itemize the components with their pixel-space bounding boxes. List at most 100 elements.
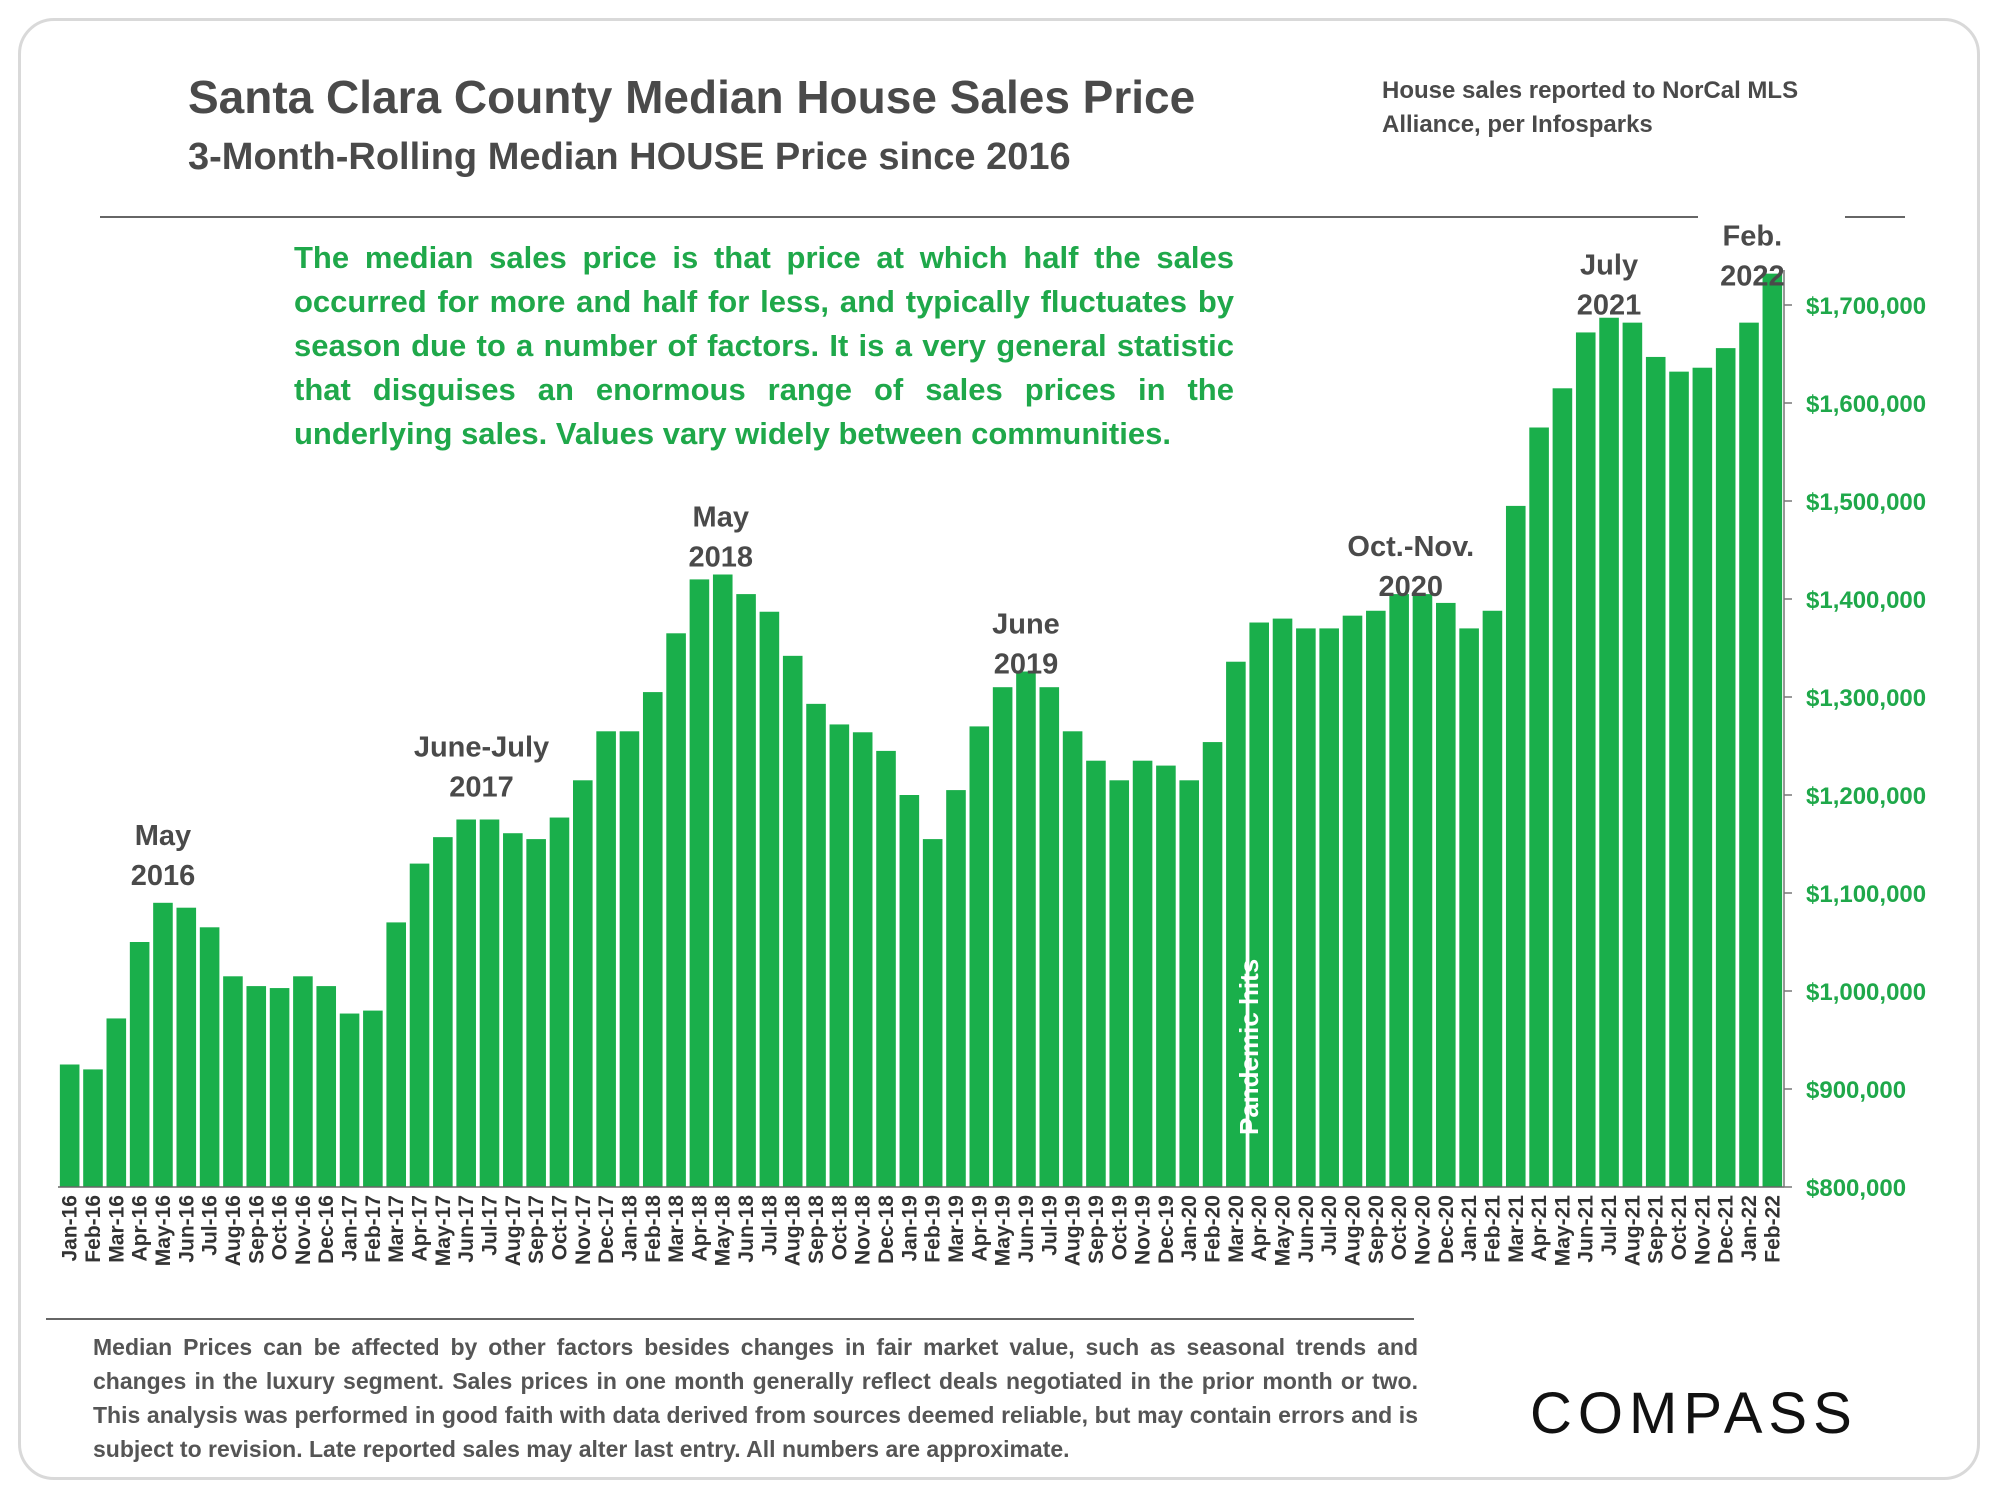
x-tick-label: Sep-16 [245,1195,268,1264]
x-tick-label: Oct-20 [1388,1195,1411,1260]
x-tick-label: Dec-17 [595,1195,618,1264]
bar-aug-17 [503,833,523,1187]
annotation-label: Feb. [1723,221,1783,253]
bar-nov-19 [1132,760,1153,1187]
annotation-label: June [992,609,1060,641]
x-tick-label: Jul-19 [1038,1195,1061,1256]
bar-oct-16 [269,988,290,1187]
x-tick-label: May-21 [1551,1195,1574,1267]
bar-jun-17 [456,819,476,1187]
bar-dec-18 [876,750,896,1187]
x-tick-label: Feb-21 [1481,1195,1504,1263]
x-tick-label: Nov-21 [1691,1195,1714,1265]
x-tick-label: Nov-17 [572,1195,595,1265]
x-tick-label: Jul-16 [199,1195,222,1256]
x-tick-label: Dec-21 [1715,1195,1738,1264]
x-tick-label: Sep-21 [1645,1195,1668,1264]
annotation-label: 2022 [1720,261,1785,293]
y-tick-label: $1,100,000 [1806,881,1926,908]
x-tick-label: Apr-21 [1528,1195,1551,1262]
bar-may-21 [1552,388,1573,1187]
bar-nov-18 [852,732,873,1187]
bar-apr-20 [1249,622,1269,1187]
bar-jan-16 [59,1064,80,1187]
bar-jan-19 [899,795,920,1187]
top-divider-right [1845,216,1905,218]
bar-mar-16 [106,1018,127,1187]
x-tick-label: May-19 [992,1195,1015,1266]
x-tick-label: Jul-17 [479,1195,502,1256]
x-tick-label: Feb-17 [362,1195,385,1263]
x-tick-label: Oct-21 [1668,1195,1691,1261]
bar-sep-17 [526,839,546,1187]
x-tick-label: Oct-18 [828,1195,851,1261]
bar-aug-20 [1342,615,1363,1187]
annotation-label: May [135,820,191,852]
x-tick-label: Jun-18 [735,1195,758,1263]
bar-jun-20 [1296,628,1316,1187]
bar-jul-16 [199,927,220,1187]
bar-feb-17 [363,1010,383,1187]
x-tick-label: Aug-20 [1342,1195,1365,1266]
bar-feb-18 [642,692,663,1187]
bar-jan-18 [619,731,640,1187]
x-tick-label: Sep-18 [805,1195,828,1264]
x-tick-label: Mar-19 [945,1195,968,1263]
y-tick-label: $900,000 [1806,1077,1906,1104]
x-tick-label: Dec-19 [1155,1195,1178,1264]
bar-may-18 [712,574,733,1187]
chart-subtitle: 3-Month-Rolling Median HOUSE Price since… [188,136,1071,178]
bar-apr-19 [969,726,990,1187]
x-tick-label: Mar-20 [1225,1195,1248,1263]
x-tick-label: Sep-19 [1085,1195,1108,1264]
x-tick-label: Mar-21 [1505,1195,1528,1263]
bar-jun-19 [1016,671,1036,1187]
x-tick-label: Oct-19 [1108,1195,1131,1260]
bar-dec-20 [1436,602,1456,1187]
x-tick-label: Dec-20 [1435,1195,1458,1264]
x-tick-label: Jul-18 [758,1195,781,1256]
y-tick-label: $1,700,000 [1806,293,1926,320]
bar-sep-19 [1086,760,1106,1187]
x-tick-label: Sep-20 [1365,1195,1388,1264]
bar-apr-21 [1529,427,1549,1187]
bar-dec-21 [1715,348,1736,1187]
x-tick-label: Jun-17 [455,1195,478,1263]
bar-apr-16 [129,942,150,1187]
annotation-label: 2017 [449,772,514,804]
annotation-label: 2016 [131,860,196,892]
annotation-label: 2019 [994,649,1059,681]
x-tick-label: Mar-16 [105,1195,128,1263]
bar-feb-16 [83,1069,103,1187]
x-tick-label: Nov-18 [852,1195,875,1265]
x-tick-label: Aug-16 [222,1195,245,1266]
x-tick-label: Jun-20 [1295,1195,1318,1263]
x-tick-label: Jun-21 [1575,1195,1598,1263]
bar-sep-18 [806,703,826,1187]
x-tick-label: Apr-20 [1248,1195,1271,1262]
annotation-label: Oct.-Nov. [1347,531,1474,563]
top-divider [100,216,1698,218]
annotation-label: 2020 [1379,571,1444,603]
x-tick-label: Jun-16 [175,1195,198,1263]
source-note: House sales reported to NorCal MLS Allia… [1382,77,1799,138]
bottom-divider [46,1318,1414,1320]
bar-feb-20 [1202,742,1223,1187]
x-tick-label: Sep-17 [525,1195,548,1264]
bar-mar-20 [1226,661,1246,1187]
annotation-label: July [1580,250,1638,282]
x-tick-label: Feb-19 [922,1195,945,1263]
bar-mar-17 [386,922,406,1187]
bar-jan-22 [1739,322,1759,1187]
annotation-label: 2021 [1577,290,1642,322]
x-tick-label: May-16 [152,1195,175,1266]
bar-jan-17 [339,1013,360,1187]
bar-may-19 [992,687,1013,1187]
x-tick-label: Mar-18 [665,1195,688,1263]
x-tick-label: Aug-19 [1062,1195,1085,1266]
x-tick-label: Jan-16 [59,1195,82,1262]
bar-jun-16 [176,907,197,1187]
median-explanation-note: The median sales price is that price at … [294,240,1234,451]
bar-aug-18 [782,655,803,1187]
bar-oct-18 [829,724,850,1187]
